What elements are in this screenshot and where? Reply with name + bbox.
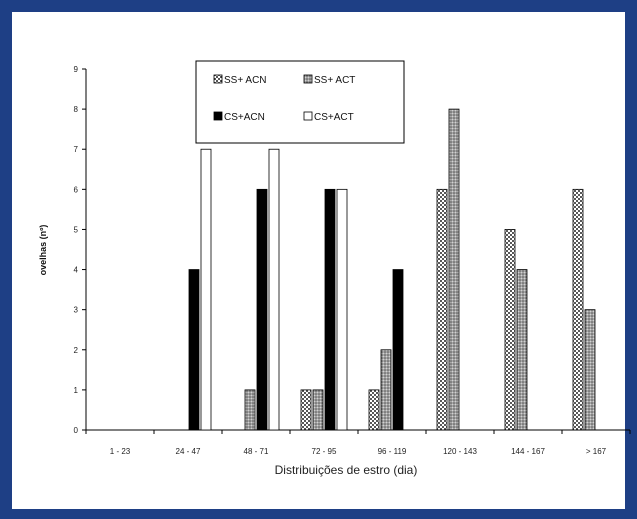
bar-dots [368,389,380,431]
legend-label: SS+ ACN [224,75,267,86]
y-axis-label: ovelhas (nº) [38,225,48,276]
bars-group [188,108,596,431]
x-tick-label: 1 - 23 [110,447,131,456]
legend-label: SS+ ACT [314,75,355,86]
x-tick-label: 48 - 71 [244,447,269,456]
x-tick-label: 144 - 167 [511,447,545,456]
bar-dots [504,229,516,431]
bar-black [188,269,200,431]
bar-dots [572,188,584,431]
bar-white [268,148,280,431]
x-axis-label: Distribuições de estro (dia) [275,463,418,477]
bar-grey [448,108,460,431]
bar-grey [584,309,596,431]
y-tick-label: 1 [74,386,79,395]
bar-grey [516,269,528,431]
y-tick-label: 6 [74,185,79,194]
y-tick-label: 3 [74,306,79,315]
bar-grey [312,389,324,431]
y-tick-label: 0 [74,426,79,435]
bar-dots [300,389,312,431]
y-tick-label: 5 [74,225,79,234]
legend-swatch [213,111,223,121]
x-tick-label: 120 - 143 [443,447,477,456]
bar-black [256,188,268,431]
bar-grey [380,349,392,431]
y-tick-label: 2 [74,346,79,355]
legend-label: CS+ACT [314,112,354,123]
legend-label: CS+ACN [224,112,265,123]
x-tick-label: 24 - 47 [176,447,201,456]
bar-black [392,269,404,431]
legend: SS+ ACN SS+ ACT CS+ACN CS+ACT [195,60,405,144]
bar-white [200,148,212,431]
x-axis: 1 - 23 24 - 47 48 - 71 72 - 95 96 - 119 120 -… [85,429,631,456]
y-tick-label: 9 [74,65,79,74]
x-tick-label: 72 - 95 [312,447,337,456]
bar-white [336,188,348,431]
y-tick-label: 8 [74,105,79,114]
y-tick-label: 7 [74,145,79,154]
y-axis: 0 1 2 3 4 5 6 7 8 9 [74,65,87,435]
legend-box [195,60,405,144]
bar-dots [436,188,448,431]
bar-black [324,188,336,431]
x-tick-label: > 167 [586,447,607,456]
bar-grey [244,389,256,431]
legend-swatch [303,111,313,121]
legend-swatch [213,74,223,84]
x-tick-label: 96 - 119 [378,447,407,456]
y-tick-label: 4 [74,266,79,275]
legend-swatch [303,74,313,84]
